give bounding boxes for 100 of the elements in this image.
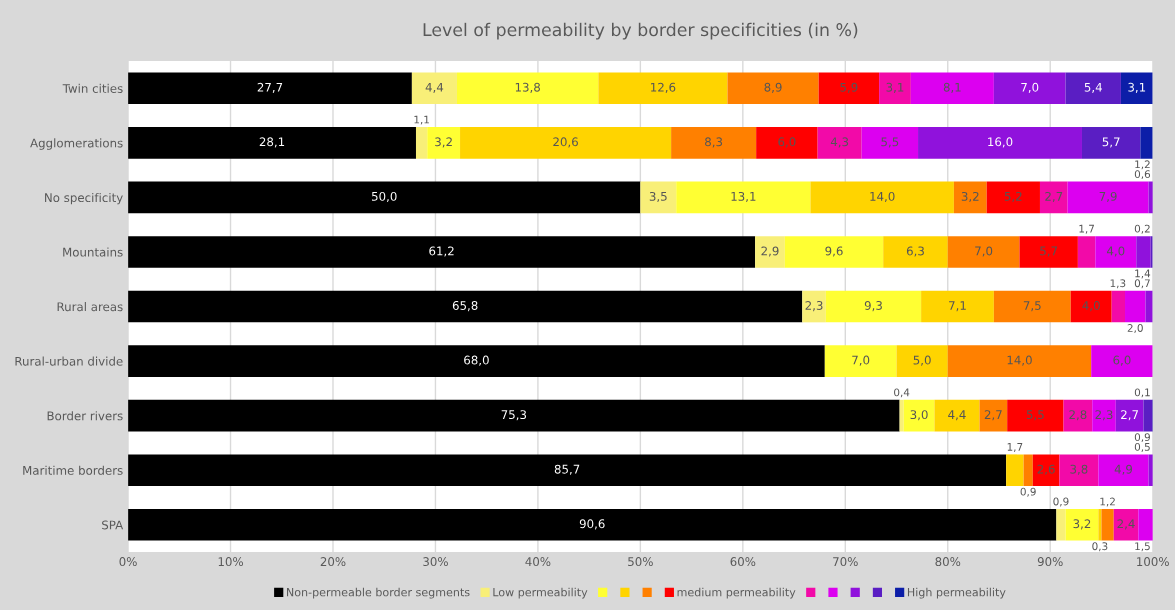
data-label: 0,3 [1092,542,1108,552]
legend-label: medium permeability [677,587,796,599]
bar [1065,72,1121,105]
data-label: 5,7 [1040,246,1058,257]
data-label: 7,1 [949,301,966,312]
data-label: 9,6 [825,246,843,257]
bar [1098,508,1102,541]
bar [1070,290,1112,323]
y-tick-label: No specificity [45,192,123,205]
data-label: 1,2 [1135,160,1150,170]
bar [993,290,1071,323]
data-label: 5,4 [1084,82,1102,93]
bar [128,290,803,323]
bar [415,127,428,159]
bar [128,181,641,214]
data-label: 2,4 [1117,519,1135,530]
x-tick-label: 70% [833,557,858,567]
data-label: 50,0 [371,191,397,203]
data-label: 7,9 [1099,191,1117,203]
bar [1111,290,1126,323]
bar [128,508,1057,541]
bar [1023,454,1033,487]
data-label: 12,6 [651,82,676,93]
data-label: 0,7 [1134,279,1150,289]
bar [810,181,954,214]
bar [460,127,672,159]
bar [128,236,756,268]
data-label: 3,5 [649,191,667,203]
x-tick-label: 30% [423,557,448,567]
bar [861,127,919,159]
data-label: 3,2 [1073,519,1091,530]
data-label: 5,7 [1102,137,1120,148]
data-label: 7,5 [1023,301,1041,312]
x-tick-label: 50% [628,557,653,567]
data-label: 14,0 [1007,355,1032,366]
data-label: 4,4 [948,410,966,421]
bar [1140,127,1153,159]
data-label: 1,7 [1007,443,1023,452]
y-tick-label: SPA [102,520,124,530]
data-label: 3,1 [1128,82,1146,93]
x-tick-label: 90% [1037,557,1063,567]
bar [784,236,884,268]
y-tick-label: Agglomerations [30,138,123,150]
data-label: 65,8 [452,301,478,312]
data-label: 6,3 [906,246,924,257]
data-label: 20,6 [553,137,578,148]
data-label: 9,3 [864,301,882,312]
bar [1091,345,1153,377]
x-tick-label: 0% [119,557,137,567]
data-label: 61,2 [429,246,454,257]
data-label: 2,3 [1095,410,1113,421]
bar [918,127,1082,159]
bar [128,399,900,432]
data-label: 13,8 [515,82,540,93]
bar [921,290,994,323]
data-label: 2,8 [1069,410,1087,421]
data-label: 0,9 [1053,497,1069,507]
bar [934,399,980,432]
data-label: 2,3 [805,301,823,312]
data-label: 28,1 [259,137,285,148]
bar [411,72,457,105]
data-label: 7,0 [852,355,870,366]
x-tick-label: 40% [525,557,551,567]
data-label: 0,2 [1134,224,1150,234]
data-label: 0,9 [1020,487,1036,497]
bar [1120,72,1153,105]
bar [1007,399,1064,432]
bar [456,72,599,105]
y-tick-label: Border rivers [47,411,123,421]
y-tick-label: Mountains [63,247,123,257]
data-label: 4,9 [1114,464,1133,475]
bar [676,181,811,214]
bar [896,345,948,377]
x-tick-label: 100% [1137,557,1169,567]
y-tick-label: Rural-urban divide [15,356,123,366]
bar [671,127,757,159]
bar [1143,399,1153,432]
bar [910,72,994,105]
data-label: 0,4 [894,388,910,398]
y-tick-label: Twin cities [62,83,123,93]
bar [640,181,677,214]
data-label: 90,6 [579,519,605,530]
data-label: 13,1 [731,191,756,203]
data-label: 75,3 [501,410,527,421]
bar [1098,454,1149,487]
bar [817,127,862,159]
bar [818,72,880,105]
data-label: 7,0 [975,246,993,257]
x-tick-label: 10% [218,557,243,567]
data-label: 6,0 [778,137,796,148]
bar [986,181,1040,214]
bar [903,399,935,432]
legend-label: Non-permeable border segments [287,587,470,599]
bar [1039,181,1068,214]
data-label: 2,0 [1127,324,1143,333]
data-label: 14,0 [870,191,895,203]
data-label: 3,2 [961,191,979,203]
data-label: 5,5 [881,137,899,148]
data-label: 1,7 [1079,224,1094,234]
bar [1113,508,1139,541]
